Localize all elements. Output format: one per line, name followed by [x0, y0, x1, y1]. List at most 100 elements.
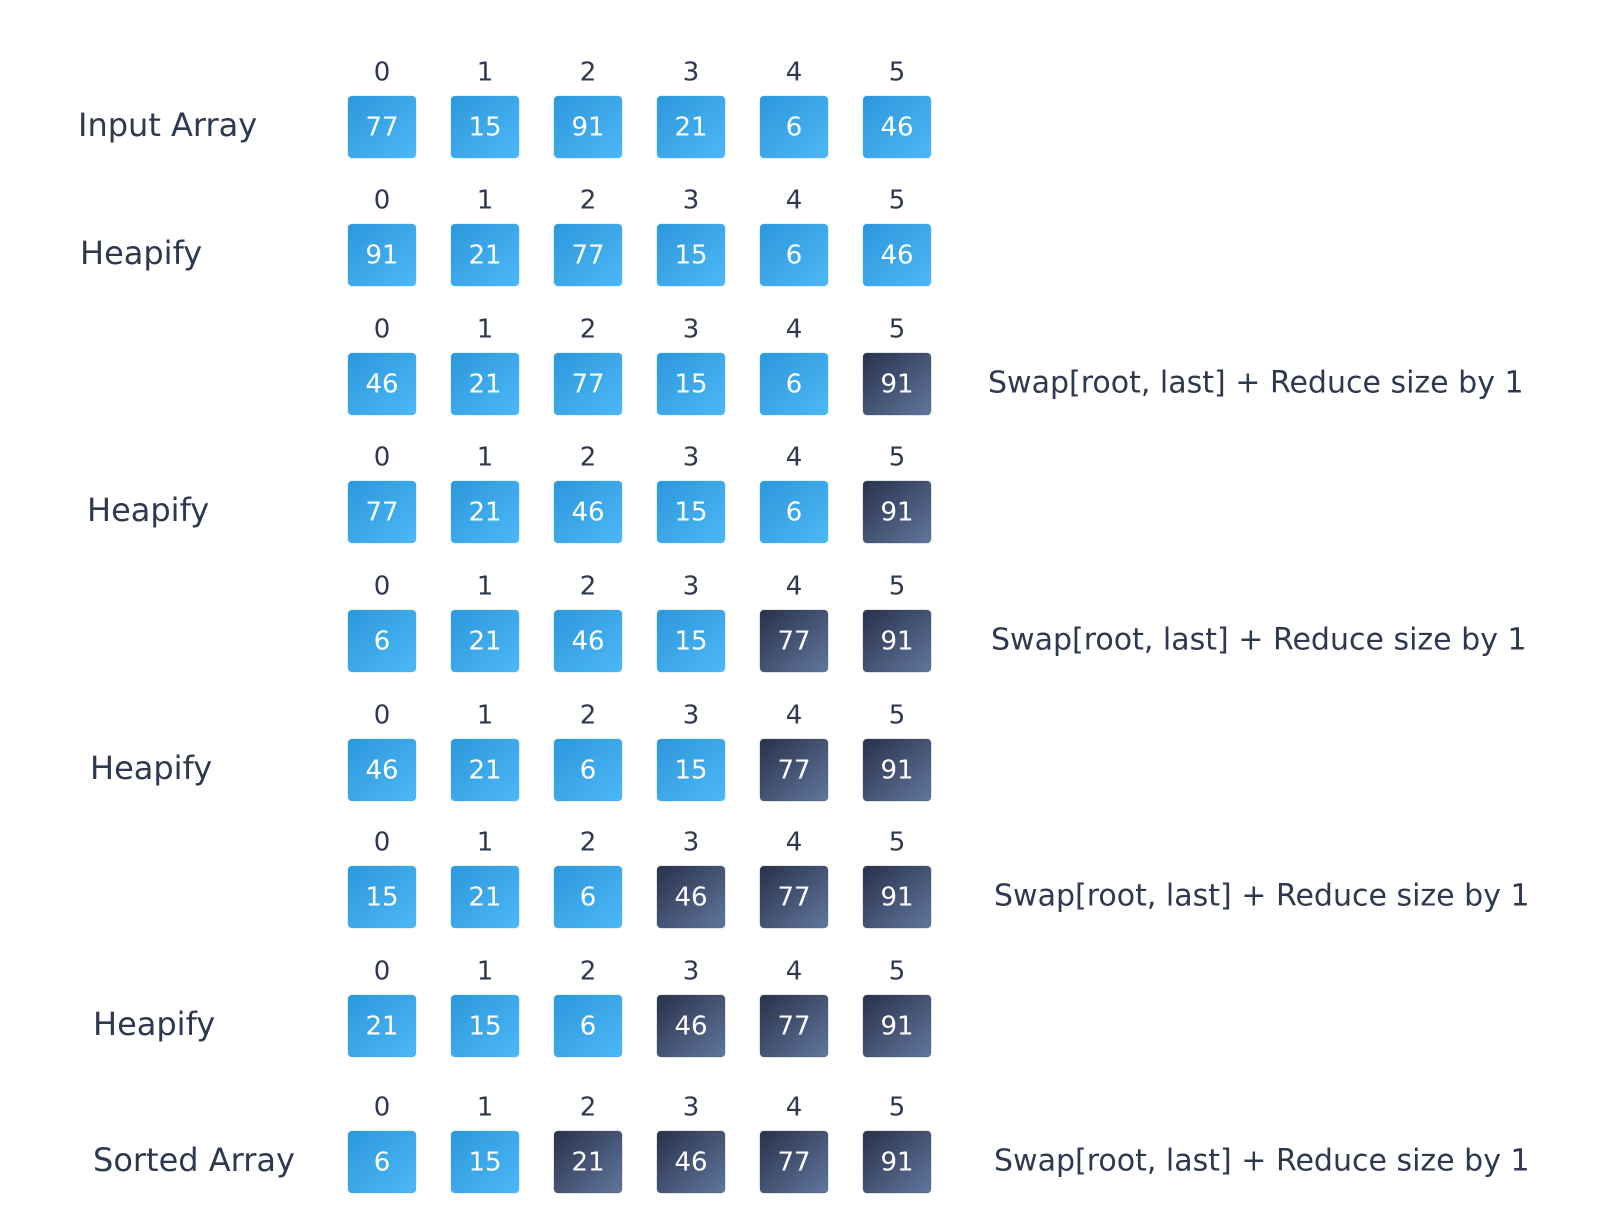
- cell-value: 21: [468, 627, 501, 657]
- cell-value: 6: [374, 627, 391, 657]
- row-note: Swap[root, last] + Reduce size by 1: [994, 879, 1530, 914]
- cell-value: 46: [674, 1148, 707, 1178]
- index-label: 1: [477, 701, 494, 731]
- cell-box: [450, 480, 520, 544]
- index-label: 1: [477, 315, 494, 345]
- cell-value: 46: [880, 241, 913, 271]
- index-label: 2: [580, 58, 597, 88]
- index-label: 3: [683, 701, 700, 731]
- cell-box: [759, 738, 829, 802]
- index-label: 5: [889, 572, 906, 602]
- index-label: 0: [374, 186, 391, 216]
- cell-box: [656, 994, 726, 1058]
- cell-box: [759, 1130, 829, 1194]
- index-label: 3: [683, 315, 700, 345]
- index-label: 4: [786, 315, 803, 345]
- index-label: 5: [889, 701, 906, 731]
- index-label: 4: [786, 58, 803, 88]
- cell-box: [347, 865, 417, 929]
- row-note: Swap[root, last] + Reduce size by 1: [988, 366, 1524, 401]
- cell-box: [656, 352, 726, 416]
- cell-value: 91: [365, 241, 398, 271]
- cell-box: [759, 994, 829, 1058]
- index-label: 0: [374, 957, 391, 987]
- cell-box: [347, 480, 417, 544]
- index-label: 3: [683, 828, 700, 858]
- cell-box: [759, 223, 829, 287]
- cell-value: 15: [674, 498, 707, 528]
- index-label: 3: [683, 1093, 700, 1123]
- index-label: 2: [580, 1093, 597, 1123]
- cell-box: [450, 223, 520, 287]
- cell-value: 6: [786, 113, 803, 143]
- cell-box: [862, 1130, 932, 1194]
- index-label: 4: [786, 957, 803, 987]
- cell-value: 6: [374, 1148, 391, 1178]
- cell-value: 21: [468, 883, 501, 913]
- cell-box: [450, 865, 520, 929]
- cell-value: 21: [468, 241, 501, 271]
- cell-value: 46: [571, 627, 604, 657]
- index-label: 4: [786, 1093, 803, 1123]
- index-label: 1: [477, 572, 494, 602]
- row-label: Heapify: [93, 1005, 215, 1043]
- cell-value: 21: [571, 1148, 604, 1178]
- cell-value: 46: [365, 756, 398, 786]
- row-label: Input Array: [78, 106, 257, 144]
- index-label: 4: [786, 186, 803, 216]
- cell-value: 6: [786, 370, 803, 400]
- cell-box: [656, 1130, 726, 1194]
- index-label: 4: [786, 572, 803, 602]
- row-label: Sorted Array: [93, 1141, 295, 1179]
- cell-box: [656, 223, 726, 287]
- cell-box: [347, 994, 417, 1058]
- cell-box: [862, 223, 932, 287]
- cell-value: 21: [674, 113, 707, 143]
- index-label: 5: [889, 58, 906, 88]
- cell-box: [759, 865, 829, 929]
- index-label: 0: [374, 828, 391, 858]
- index-label: 3: [683, 443, 700, 473]
- cell-value: 46: [674, 883, 707, 913]
- cell-value: 77: [777, 756, 810, 786]
- cell-box: [553, 223, 623, 287]
- cell-box: [553, 1130, 623, 1194]
- cell-box: [656, 95, 726, 159]
- cell-box: [759, 352, 829, 416]
- cell-box: [450, 994, 520, 1058]
- cell-value: 15: [674, 241, 707, 271]
- index-label: 5: [889, 315, 906, 345]
- index-label: 1: [477, 957, 494, 987]
- cell-box: [656, 865, 726, 929]
- cell-value: 46: [674, 1012, 707, 1042]
- cell-box: [553, 95, 623, 159]
- cell-box: [862, 95, 932, 159]
- cell-box: [347, 352, 417, 416]
- cell-box: [862, 609, 932, 673]
- index-label: 0: [374, 701, 391, 731]
- index-label: 2: [580, 315, 597, 345]
- index-label: 0: [374, 1093, 391, 1123]
- cell-value: 77: [777, 1148, 810, 1178]
- row-note: Swap[root, last] + Reduce size by 1: [994, 1144, 1530, 1179]
- index-label: 2: [580, 701, 597, 731]
- cell-box: [450, 738, 520, 802]
- cell-box: [347, 738, 417, 802]
- cell-box: [347, 95, 417, 159]
- cell-value: 91: [880, 498, 913, 528]
- cell-box: [862, 352, 932, 416]
- cell-value: 6: [580, 756, 597, 786]
- cell-box: [759, 95, 829, 159]
- cell-value: 77: [571, 370, 604, 400]
- cell-box: [553, 865, 623, 929]
- cell-box: [656, 480, 726, 544]
- cell-box: [862, 865, 932, 929]
- cell-value: 15: [468, 1148, 501, 1178]
- cell-box: [450, 609, 520, 673]
- cell-value: 21: [365, 1012, 398, 1042]
- cell-value: 91: [880, 756, 913, 786]
- cell-box: [862, 994, 932, 1058]
- index-label: 0: [374, 443, 391, 473]
- index-label: 5: [889, 443, 906, 473]
